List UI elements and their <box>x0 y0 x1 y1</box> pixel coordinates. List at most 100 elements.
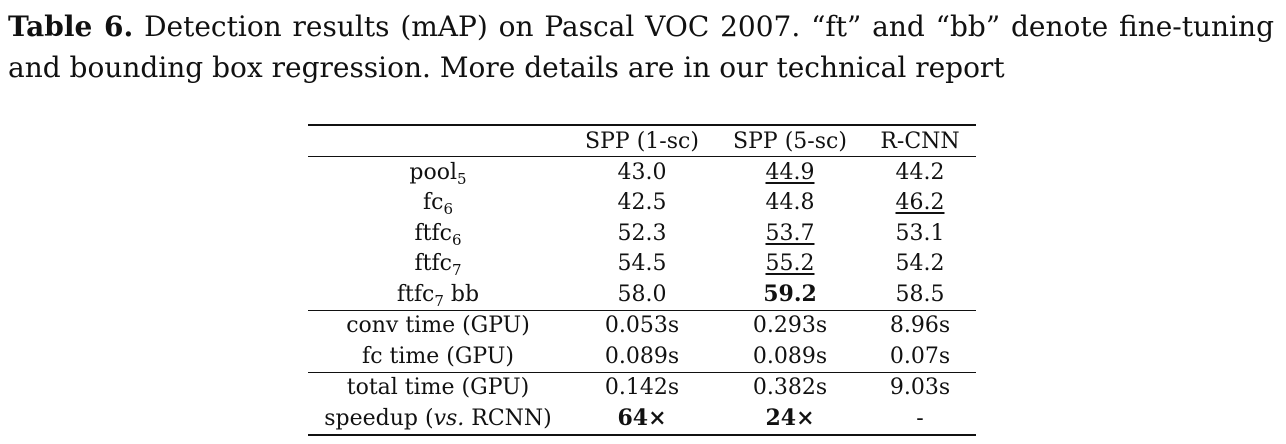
row-label-text: pool <box>409 159 458 185</box>
value-text: 8.96s <box>889 313 951 339</box>
row-label: ftfc6 <box>308 218 568 249</box>
value-text: 0.07s <box>889 343 951 369</box>
row-label-text: ftfc <box>414 251 452 277</box>
header-cell-empty <box>308 124 568 157</box>
value-text: 0.293s <box>752 313 828 339</box>
value-cell: 54.2 <box>864 249 976 280</box>
value-cell: 53.7 <box>716 218 864 249</box>
table-header-row: SPP (1-sc) SPP (5-sc) R-CNN <box>308 124 976 157</box>
table-row: ftfc6 52.3 53.7 53.1 <box>308 218 976 249</box>
value-text: 0.053s <box>604 313 680 339</box>
header-spp-5sc: SPP (5-sc) <box>716 124 864 157</box>
row-label-text: total time (GPU) <box>346 375 530 401</box>
row-label: ftfc7 bb <box>308 279 568 310</box>
value-cell: 44.2 <box>864 156 976 188</box>
value-text: 54.5 <box>617 251 667 277</box>
value-text: 54.2 <box>895 251 945 277</box>
value-cell: 59.2 <box>716 279 864 310</box>
value-cell: 54.5 <box>568 249 716 280</box>
row-label-text: fc <box>422 190 444 216</box>
value-cell: 0.142s <box>568 371 716 403</box>
row-label-subscript: 6 <box>451 230 462 249</box>
value-text: 44.9 <box>765 159 815 185</box>
value-text: 42.5 <box>617 190 667 216</box>
row-label-text: ftfc <box>396 281 435 307</box>
row-label: conv time (GPU) <box>308 309 568 341</box>
value-cell: 58.5 <box>864 279 976 310</box>
row-label: pool5 <box>308 156 568 188</box>
table-row: speedup (vs. RCNN) 64× 24× - <box>308 403 976 436</box>
value-cell: 52.3 <box>568 218 716 249</box>
value-text: 24× <box>765 405 815 432</box>
value-cell: 44.8 <box>716 188 864 219</box>
value-cell: 55.2 <box>716 249 864 280</box>
value-text: 46.2 <box>895 190 945 216</box>
table-row: ftfc7 54.5 55.2 54.2 <box>308 249 976 280</box>
row-label-subscript: 6 <box>443 200 453 219</box>
value-cell: 0.07s <box>864 341 976 372</box>
value-cell: 58.0 <box>568 279 716 310</box>
table-body: pool5 43.0 44.9 44.2 fc6 42.5 44.8 46.2 ftfc6 52.… <box>308 156 976 436</box>
header-rcnn: R-CNN <box>864 124 976 157</box>
value-text: 64× <box>617 405 667 432</box>
row-label: fc time (GPU) <box>308 341 568 372</box>
value-text: 0.142s <box>604 375 680 401</box>
caption-label: Table 6. <box>8 10 134 43</box>
row-label: total time (GPU) <box>308 371 568 403</box>
value-text: 59.2 <box>763 281 817 308</box>
row-label-suffix: bb <box>443 281 480 307</box>
row-label: fc6 <box>308 188 568 219</box>
value-text: 44.2 <box>895 159 945 185</box>
value-cell: 8.96s <box>864 309 976 341</box>
results-table: SPP (1-sc) SPP (5-sc) R-CNN pool5 43.0 44.… <box>308 124 976 436</box>
value-cell: 43.0 <box>568 156 716 188</box>
value-cell: - <box>864 403 976 436</box>
row-label-text: speedup ( <box>324 405 434 431</box>
value-text: 58.0 <box>617 281 667 307</box>
value-cell: 46.2 <box>864 188 976 219</box>
value-cell: 42.5 <box>568 188 716 219</box>
value-cell: 44.9 <box>716 156 864 188</box>
value-text: 0.382s <box>752 375 828 401</box>
value-cell: 0.293s <box>716 309 864 341</box>
row-label-subscript: 7 <box>434 291 444 310</box>
row-label-text: conv time (GPU) <box>346 313 530 339</box>
value-cell: 24× <box>716 403 864 436</box>
value-cell: 0.089s <box>716 341 864 372</box>
table-row: fc6 42.5 44.8 46.2 <box>308 188 976 219</box>
value-text: 55.2 <box>765 251 815 277</box>
value-text: 9.03s <box>889 375 951 401</box>
value-cell: 9.03s <box>864 371 976 403</box>
value-text: 0.089s <box>752 343 828 369</box>
table-row: total time (GPU) 0.142s 0.382s 9.03s <box>308 371 976 403</box>
value-cell: 0.053s <box>568 309 716 341</box>
row-label-subscript: 7 <box>451 261 462 280</box>
value-text: 53.1 <box>895 220 945 246</box>
table-row: pool5 43.0 44.9 44.2 <box>308 156 976 188</box>
row-label: speedup (vs. RCNN) <box>308 403 568 436</box>
table-row: fc time (GPU) 0.089s 0.089s 0.07s <box>308 341 976 372</box>
value-cell: 64× <box>568 403 716 436</box>
results-table-wrapper: SPP (1-sc) SPP (5-sc) R-CNN pool5 43.0 44.… <box>308 124 976 436</box>
table-caption: Table 6. Detection results (mAP) on Pasc… <box>8 6 1274 88</box>
row-label-text: ftfc <box>414 220 452 246</box>
caption-text: Detection results (mAP) on Pascal VOC 20… <box>8 10 1274 84</box>
value-text: 58.5 <box>895 281 945 307</box>
value-text: - <box>916 405 924 431</box>
row-label-text: RCNN) <box>464 405 552 431</box>
row-label-emphasis: vs. <box>433 405 465 431</box>
value-cell: 53.1 <box>864 218 976 249</box>
row-label: ftfc7 <box>308 249 568 280</box>
table-row: ftfc7 bb 58.0 59.2 58.5 <box>308 279 976 310</box>
value-text: 44.8 <box>765 190 815 216</box>
table-row: conv time (GPU) 0.053s 0.293s 8.96s <box>308 309 976 341</box>
value-cell: 0.089s <box>568 341 716 372</box>
header-spp-1sc: SPP (1-sc) <box>568 124 716 157</box>
value-text: 52.3 <box>617 220 667 246</box>
row-label-subscript: 5 <box>457 169 467 188</box>
value-cell: 0.382s <box>716 371 864 403</box>
row-label-text: fc time (GPU) <box>362 343 514 369</box>
value-text: 53.7 <box>765 220 815 246</box>
value-text: 0.089s <box>604 343 680 369</box>
value-text: 43.0 <box>617 159 667 185</box>
